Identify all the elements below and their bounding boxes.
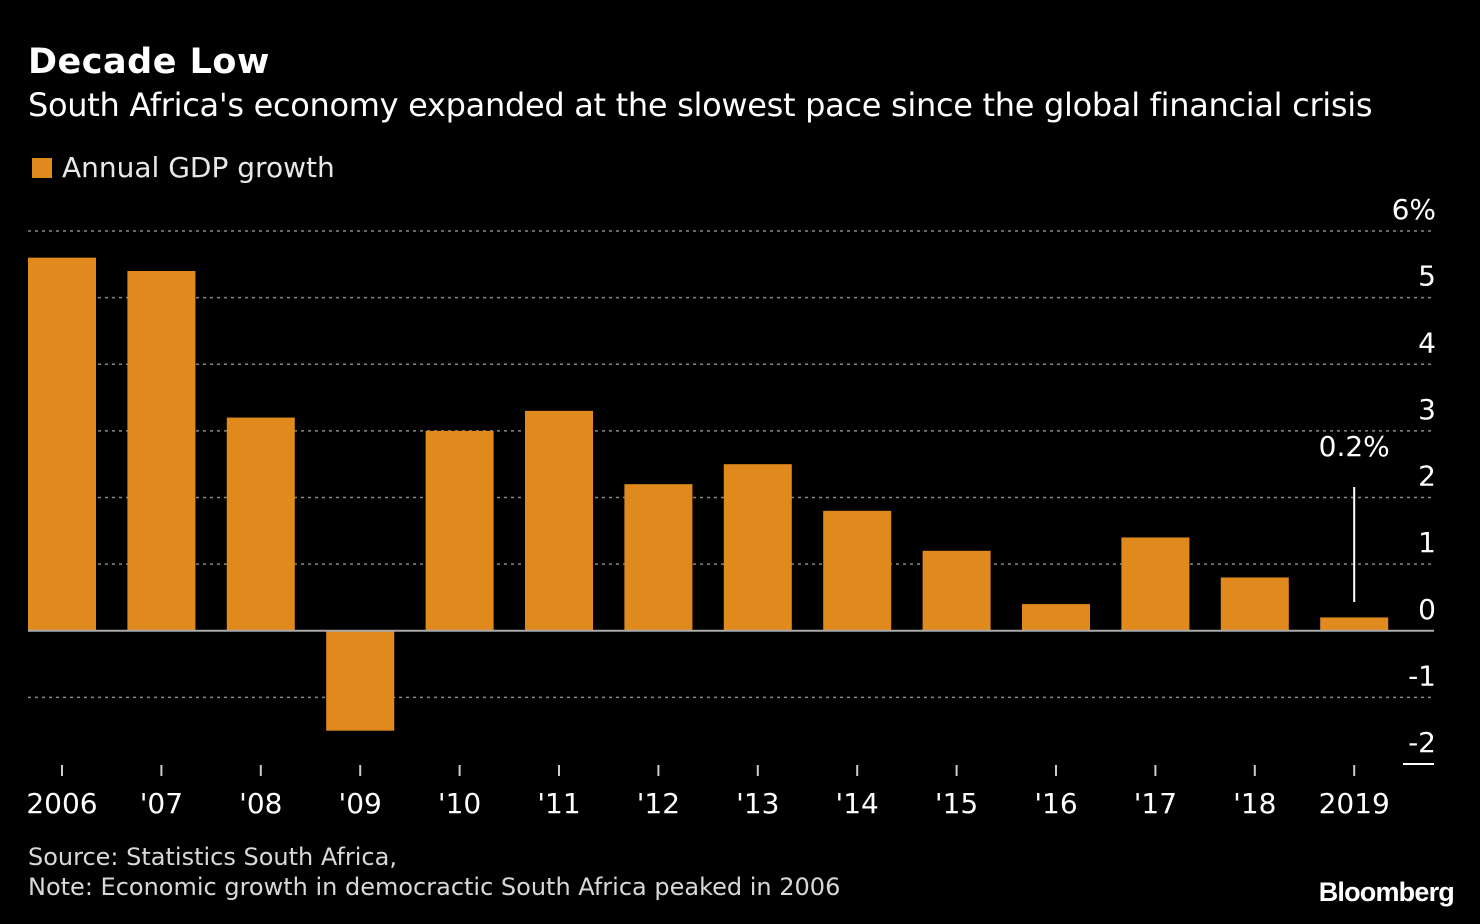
y-tick-label: 1: [1418, 526, 1436, 559]
chart-title: Decade Low: [28, 42, 270, 82]
x-tick-label: '10: [438, 787, 481, 820]
bar: [1022, 604, 1090, 631]
x-tick-label: '11: [537, 787, 580, 820]
x-tick-label: '08: [239, 787, 282, 820]
x-tick-label: '18: [1233, 787, 1276, 820]
x-tick-label: '14: [836, 787, 879, 820]
bar: [624, 484, 693, 631]
y-tick-label: -2: [1408, 726, 1436, 759]
y-tick-label: 4: [1418, 326, 1436, 359]
x-tick-label: '07: [140, 787, 183, 820]
bar: [425, 430, 494, 631]
source-note: Source: Statistics South Africa,: [28, 843, 397, 871]
bar: [226, 417, 295, 631]
bar: [723, 464, 792, 631]
bar: [127, 270, 196, 631]
x-tick-label: 2006: [26, 787, 97, 820]
bloomberg-logo: Bloomberg: [1318, 877, 1455, 907]
chart-subtitle: South Africa's economy expanded at the s…: [28, 86, 1373, 124]
bar: [823, 510, 892, 631]
bar: [326, 630, 395, 731]
y-tick-label: -1: [1408, 659, 1436, 692]
x-tick-label: '17: [1134, 787, 1177, 820]
y-tick-label: 0: [1418, 593, 1436, 626]
bar: [922, 550, 991, 631]
x-tick-label: '09: [339, 787, 382, 820]
legend-swatch: [32, 158, 52, 178]
y-tick-label: 3: [1418, 393, 1436, 426]
legend: Annual GDP growth: [32, 150, 335, 186]
footnote: Note: Economic growth in democractic Sou…: [28, 873, 841, 901]
x-tick-label: 2019: [1319, 787, 1390, 820]
bar: [525, 410, 593, 631]
bar: [28, 257, 96, 631]
x-tick-label: '15: [935, 787, 978, 820]
bar: [1320, 617, 1389, 631]
bar: [1121, 537, 1190, 631]
x-tick-label: '16: [1034, 787, 1077, 820]
y-tick-label: 6%: [1392, 193, 1436, 226]
y-tick-label: 5: [1418, 260, 1436, 293]
legend-label: Annual GDP growth: [62, 151, 335, 184]
bar: [1220, 577, 1289, 631]
x-tick-label: '13: [736, 787, 779, 820]
x-tick-label: '12: [637, 787, 680, 820]
y-tick-label: 2: [1418, 460, 1436, 493]
annotation-label: 0.2%: [1319, 430, 1390, 463]
